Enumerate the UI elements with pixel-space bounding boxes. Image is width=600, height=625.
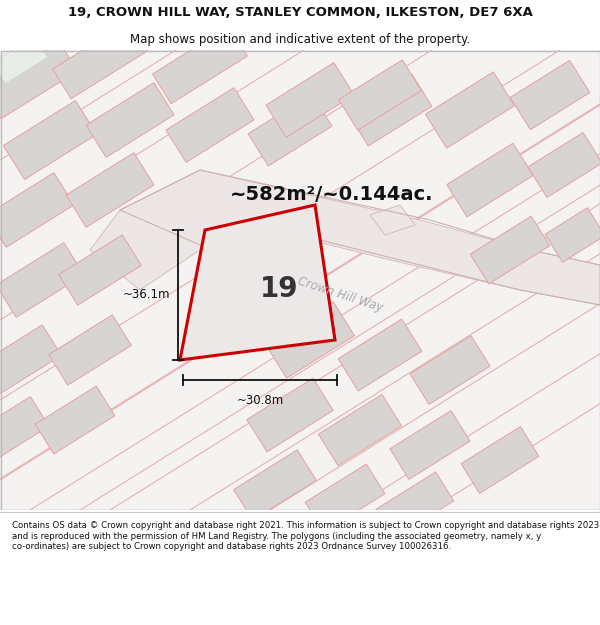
Polygon shape (425, 72, 515, 148)
Polygon shape (266, 62, 354, 138)
Polygon shape (370, 205, 415, 235)
Polygon shape (0, 173, 74, 248)
Polygon shape (338, 60, 421, 130)
Polygon shape (0, 242, 84, 318)
Polygon shape (0, 41, 77, 119)
Polygon shape (0, 325, 61, 395)
Polygon shape (49, 315, 131, 385)
Polygon shape (376, 472, 454, 538)
Polygon shape (305, 464, 385, 532)
Polygon shape (0, 36, 48, 84)
Polygon shape (152, 26, 247, 104)
Polygon shape (338, 319, 422, 391)
Polygon shape (53, 21, 148, 99)
Polygon shape (35, 386, 115, 454)
Polygon shape (410, 336, 490, 404)
Polygon shape (180, 205, 335, 360)
Polygon shape (470, 216, 550, 284)
Polygon shape (510, 61, 590, 129)
Polygon shape (66, 152, 154, 228)
Polygon shape (248, 94, 332, 166)
Polygon shape (265, 302, 355, 378)
Polygon shape (233, 450, 316, 520)
Polygon shape (461, 427, 539, 493)
Polygon shape (4, 101, 97, 179)
Polygon shape (390, 411, 470, 479)
Text: Map shows position and indicative extent of the property.: Map shows position and indicative extent… (130, 32, 470, 46)
Text: 19: 19 (260, 275, 298, 302)
Polygon shape (166, 88, 254, 162)
Text: ~36.1m: ~36.1m (122, 289, 170, 301)
Polygon shape (90, 170, 600, 305)
Text: Crown Hill Way: Crown Hill Way (296, 275, 384, 315)
Polygon shape (447, 143, 533, 217)
Polygon shape (319, 394, 401, 466)
Polygon shape (0, 397, 49, 463)
Polygon shape (59, 235, 142, 305)
Text: ~582m²/~0.144ac.: ~582m²/~0.144ac. (230, 186, 433, 204)
Polygon shape (247, 378, 333, 452)
Polygon shape (86, 82, 174, 158)
Polygon shape (545, 208, 600, 262)
Polygon shape (348, 74, 432, 146)
Polygon shape (528, 132, 600, 198)
Text: 19, CROWN HILL WAY, STANLEY COMMON, ILKESTON, DE7 6XA: 19, CROWN HILL WAY, STANLEY COMMON, ILKE… (68, 6, 532, 19)
Text: ~30.8m: ~30.8m (236, 394, 284, 407)
Text: Contains OS data © Crown copyright and database right 2021. This information is : Contains OS data © Crown copyright and d… (12, 521, 599, 551)
